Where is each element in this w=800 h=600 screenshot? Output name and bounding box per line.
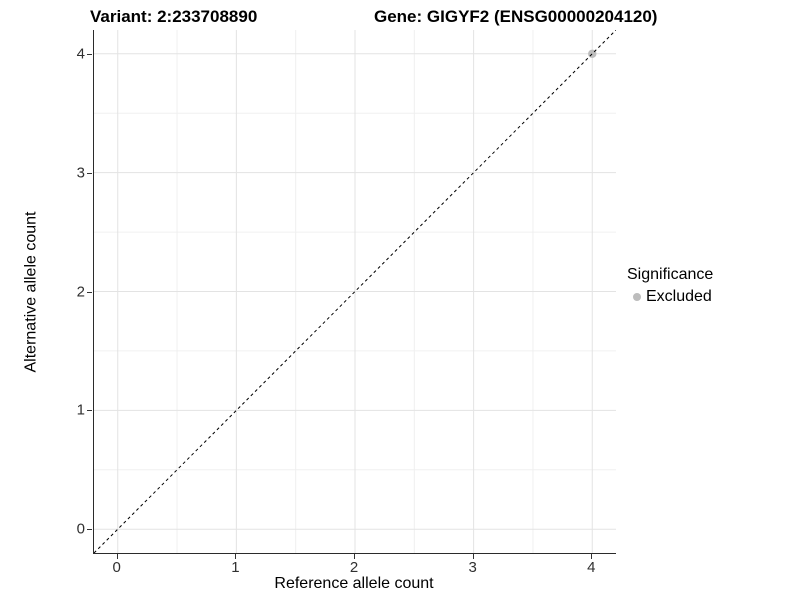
y-tick-label: 4 bbox=[76, 45, 85, 63]
x-tick-label: 0 bbox=[112, 559, 121, 576]
y-tick-mark bbox=[87, 529, 92, 531]
y-tick-mark bbox=[87, 53, 92, 55]
y-tick-mark bbox=[87, 291, 92, 293]
y-tick-mark bbox=[87, 172, 92, 174]
plot-panel bbox=[93, 30, 616, 554]
y-tick-label: 2 bbox=[76, 283, 85, 300]
x-tick-mark bbox=[472, 554, 474, 559]
x-tick-mark bbox=[591, 554, 593, 559]
x-tick-mark bbox=[354, 554, 355, 559]
legend-title: Significance bbox=[627, 266, 714, 283]
y-tick-label: 3 bbox=[76, 164, 85, 182]
y-tick-label: 0 bbox=[76, 520, 85, 538]
y-tick-mark bbox=[87, 410, 92, 412]
plot-title-variant: Variant: 2:233708890 bbox=[90, 7, 258, 26]
x-tick-label: 1 bbox=[231, 559, 240, 576]
plot-title-gene: Gene: GIGYF2 (ENSG00000204120) bbox=[374, 7, 658, 26]
x-tick-label: 4 bbox=[587, 559, 596, 576]
legend-point-icon bbox=[633, 293, 641, 301]
x-axis-title: Reference allele count bbox=[274, 575, 434, 592]
x-tick-label: 3 bbox=[468, 559, 477, 576]
y-tick-label: 1 bbox=[76, 401, 85, 419]
x-tick-mark bbox=[116, 554, 118, 559]
legend-item-excluded: Excluded bbox=[633, 288, 713, 306]
legend-item-label: Excluded bbox=[646, 288, 712, 305]
y-axis-title: Alternative allele count bbox=[22, 211, 40, 372]
x-tick-label: 2 bbox=[349, 559, 359, 576]
x-tick-mark bbox=[235, 554, 237, 559]
plot-canvas bbox=[94, 30, 616, 553]
legend: Significance Excluded bbox=[627, 266, 713, 306]
